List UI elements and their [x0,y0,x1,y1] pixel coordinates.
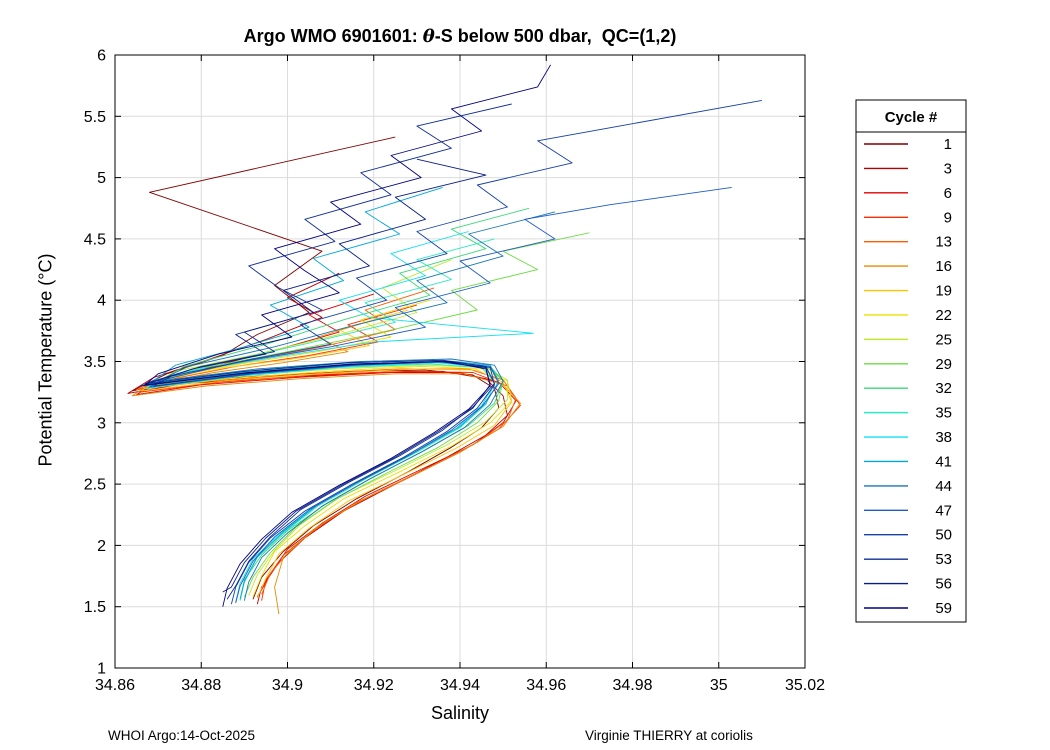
legend-item-label-19: 19 [935,283,952,300]
legend-item-label-3: 3 [944,160,952,177]
y-tick-label: 5.5 [84,109,106,126]
legend-item-label-22: 22 [935,307,952,324]
x-tick-label: 34.9 [272,677,303,694]
series-line-cycle-53 [144,103,512,600]
legend-item-label-56: 56 [935,576,952,593]
x-tick-label: 34.86 [95,677,135,694]
series-line-cycle-50 [153,99,762,605]
y-tick-label: 2 [97,538,106,555]
legend-item-label-25: 25 [935,331,952,348]
series-line-cycle-47 [149,186,732,604]
series-line-cycle-16 [131,316,521,615]
series-line-cycle-35 [144,238,495,601]
series-line-cycle-59 [144,64,551,607]
chart-title-prefix: Argo WMO 6901601: [243,26,423,46]
legend-item-label-13: 13 [935,234,952,251]
x-axis-label: Salinity [430,703,490,723]
series-line-cycle-44 [157,211,556,601]
legend-item-label-59: 59 [935,600,952,617]
legend-item-label-29: 29 [935,356,952,373]
chart-title: Argo WMO 6901601: θ-S below 500 dbar, QC… [115,26,805,47]
series-line-cycle-22 [144,299,513,598]
x-tick-label: 34.92 [354,677,394,694]
legend-item-label-6: 6 [944,185,952,202]
legend-item-label-50: 50 [935,527,952,544]
y-tick-label: 6 [97,48,106,65]
x-tick-label: 35 [710,677,728,694]
legend-item-label-47: 47 [935,502,952,519]
legend-item-label-41: 41 [935,453,952,470]
y-tick-label: 3.5 [84,354,106,371]
footer-source-date: WHOI Argo:14-Oct-2025 [108,728,256,743]
x-tick-label: 34.96 [526,677,566,694]
x-tick-label: 35.02 [785,677,825,694]
y-tick-label: 5 [97,170,106,187]
legend-item-label-9: 9 [944,209,952,226]
series-line-cycle-6 [136,293,517,598]
legend-item-label-16: 16 [935,258,952,275]
legend: Cycle #136913161922252932353841444750535… [855,99,967,623]
legend-item-label-32: 32 [935,380,952,397]
series-line-cycle-19 [140,309,513,599]
legend-item-label-35: 35 [935,405,952,422]
x-tick-label: 34.94 [440,677,480,694]
y-tick-label: 2.5 [84,477,106,494]
series-line-cycle-3 [127,272,508,605]
theta-symbol: θ [422,26,435,47]
y-tick-label: 1.5 [84,599,106,616]
legend-title: Cycle # [885,109,938,126]
legend-item-label-53: 53 [935,551,952,568]
legend-item-label-44: 44 [935,478,952,495]
series-line-cycle-41 [149,186,500,600]
series-line-cycle-56 [140,158,491,593]
legend-item-label-38: 38 [935,429,952,446]
series-line-cycle-38 [149,231,534,602]
y-tick-label: 3 [97,415,106,432]
legend-item-label-1: 1 [944,136,952,153]
x-tick-label: 34.98 [612,677,652,694]
x-tick-label: 34.88 [181,677,221,694]
y-tick-label: 4.5 [84,231,106,248]
y-tick-label: 4 [97,293,106,310]
series-line-cycle-29 [153,232,590,598]
y-tick-label: 1 [97,661,106,678]
series-line-cycle-9 [140,304,521,601]
chart-title-suffix: -S below 500 dbar, QC=(1,2) [434,26,677,46]
footer-credit: Virginie THIERRY at coriolis [585,728,753,743]
